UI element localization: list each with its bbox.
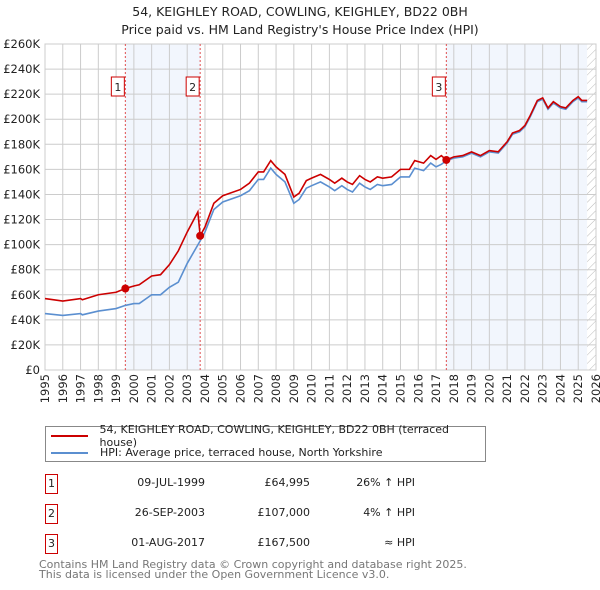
transaction-price: £107,000: [257, 506, 311, 519]
x-tick-label: 2020: [482, 374, 496, 403]
y-tick-label: £0: [25, 363, 40, 377]
footer-line: Contains HM Land Registry data © Crown c…: [39, 558, 467, 571]
transaction-date: 26-SEP-2003: [134, 506, 205, 519]
transaction-date: 09-JUL-1999: [137, 476, 205, 489]
shaded-period: [125, 44, 201, 370]
y-tick-label: £40K: [11, 313, 41, 327]
sale-label: 3: [435, 81, 442, 94]
sale-point: [196, 231, 205, 240]
sale-label: 1: [114, 81, 121, 94]
plot-border: [44, 43, 597, 371]
y-tick-label: £20K: [11, 338, 41, 352]
x-tick-label: 2010: [305, 374, 319, 403]
x-tick-label: 2009: [287, 374, 301, 403]
forecast-hatch: [587, 44, 596, 370]
x-tick-label: 2023: [536, 374, 550, 403]
transaction-hpi: 26% ↑ HPI: [356, 476, 415, 489]
y-tick-label: £160K: [3, 162, 40, 176]
chart-title: 54, KEIGHLEY ROAD, COWLING, KEIGHLEY, BD…: [132, 4, 468, 19]
x-tick-label: 2018: [447, 374, 461, 403]
x-tick-label: 2025: [571, 374, 585, 403]
x-tick-label: 2003: [180, 374, 194, 403]
legend-swatch-red: [51, 434, 88, 437]
transaction-hpi: ≈ HPI: [384, 536, 415, 549]
transaction-row: 3 01-AUG-2017 £167,500 ≈ HPI: [45, 534, 445, 554]
x-tick-label: 2002: [162, 374, 176, 403]
legend-item-hpi: HPI: Average price, terraced house, Nort…: [46, 444, 382, 461]
sale-point: [121, 284, 130, 293]
shaded-period: [446, 44, 588, 370]
transaction-price: £167,500: [257, 536, 311, 549]
y-tick-label: £140K: [3, 187, 40, 201]
transaction-marker: 1: [45, 474, 58, 494]
legend-label: HPI: Average price, terraced house, Nort…: [100, 446, 383, 459]
y-tick-label: £120K: [3, 213, 40, 227]
x-tick-label: 2004: [198, 374, 212, 403]
legend-swatch-blue: [51, 451, 88, 454]
x-tick-label: 2019: [465, 374, 479, 403]
y-tick-label: £80K: [11, 263, 41, 277]
sale-label-box: [110, 76, 125, 97]
x-tick-label: 2012: [340, 374, 354, 403]
footer-line: This data is licensed under the Open Gov…: [39, 568, 390, 581]
x-tick-label: 2026: [589, 374, 600, 403]
x-tick-label: 2014: [376, 374, 390, 403]
chart-subtitle: Price paid vs. HM Land Registry's House …: [121, 22, 479, 37]
y-tick-label: £200K: [3, 112, 40, 126]
y-tick-label: £220K: [3, 87, 40, 101]
x-tick-label: 2015: [393, 374, 407, 403]
x-tick-label: 2022: [518, 374, 532, 403]
x-tick-label: 2017: [429, 374, 443, 403]
sale-label: 2: [189, 81, 196, 94]
transaction-marker: 2: [45, 504, 58, 524]
x-tick-label: 2016: [411, 374, 425, 403]
transaction-date: 01-AUG-2017: [131, 536, 205, 549]
footer: Contains HM Land Registry data © Crown c…: [39, 558, 467, 581]
x-tick-label: 2005: [216, 374, 230, 403]
x-tick-label: 1996: [56, 374, 70, 403]
sale-label-box: [431, 76, 446, 97]
transaction-row: 2 26-SEP-2003 £107,000 4% ↑ HPI: [45, 504, 445, 524]
y-tick-label: £180K: [3, 137, 40, 151]
legend-item-property: 54, KEIGHLEY ROAD, COWLING, KEIGHLEY, BD…: [46, 423, 485, 449]
sale-label-box: [185, 76, 200, 97]
legend: 54, KEIGHLEY ROAD, COWLING, KEIGHLEY, BD…: [45, 423, 486, 462]
transaction-marker: 3: [45, 534, 58, 554]
x-tick-label: 1998: [91, 374, 105, 403]
y-tick-label: £60K: [11, 288, 41, 302]
sale-point: [442, 155, 451, 164]
x-tick-label: 1995: [38, 374, 52, 403]
hpi-line: [44, 96, 588, 317]
x-tick-label: 2008: [269, 374, 283, 403]
transaction-price: £64,995: [264, 476, 311, 489]
property-price-line: [44, 95, 588, 302]
legend-label: 54, KEIGHLEY ROAD, COWLING, KEIGHLEY, BD…: [99, 422, 450, 449]
x-tick-label: 2006: [234, 374, 248, 403]
x-tick-label: 2013: [358, 374, 372, 403]
x-tick-label: 2000: [127, 374, 141, 403]
y-tick-label: £100K: [3, 238, 40, 252]
y-tick-label: £240K: [3, 62, 40, 76]
x-tick-label: 1999: [109, 374, 123, 403]
price-chart: £0 £20K £40K £60K £80K £100K £120K £140K £160K £1…: [3, 37, 600, 403]
transaction-row: 1 09-JUL-1999 £64,995 26% ↑ HPI: [45, 474, 445, 494]
x-tick-label: 2021: [500, 374, 514, 403]
y-tick-label: £260K: [3, 37, 40, 51]
x-tick-label: 2007: [251, 374, 265, 403]
x-tick-label: 2011: [322, 374, 336, 403]
transaction-hpi: 4% ↑ HPI: [363, 506, 415, 519]
x-tick-label: 2001: [145, 374, 159, 403]
x-tick-label: 1997: [74, 374, 88, 403]
x-tick-label: 2024: [553, 374, 567, 403]
